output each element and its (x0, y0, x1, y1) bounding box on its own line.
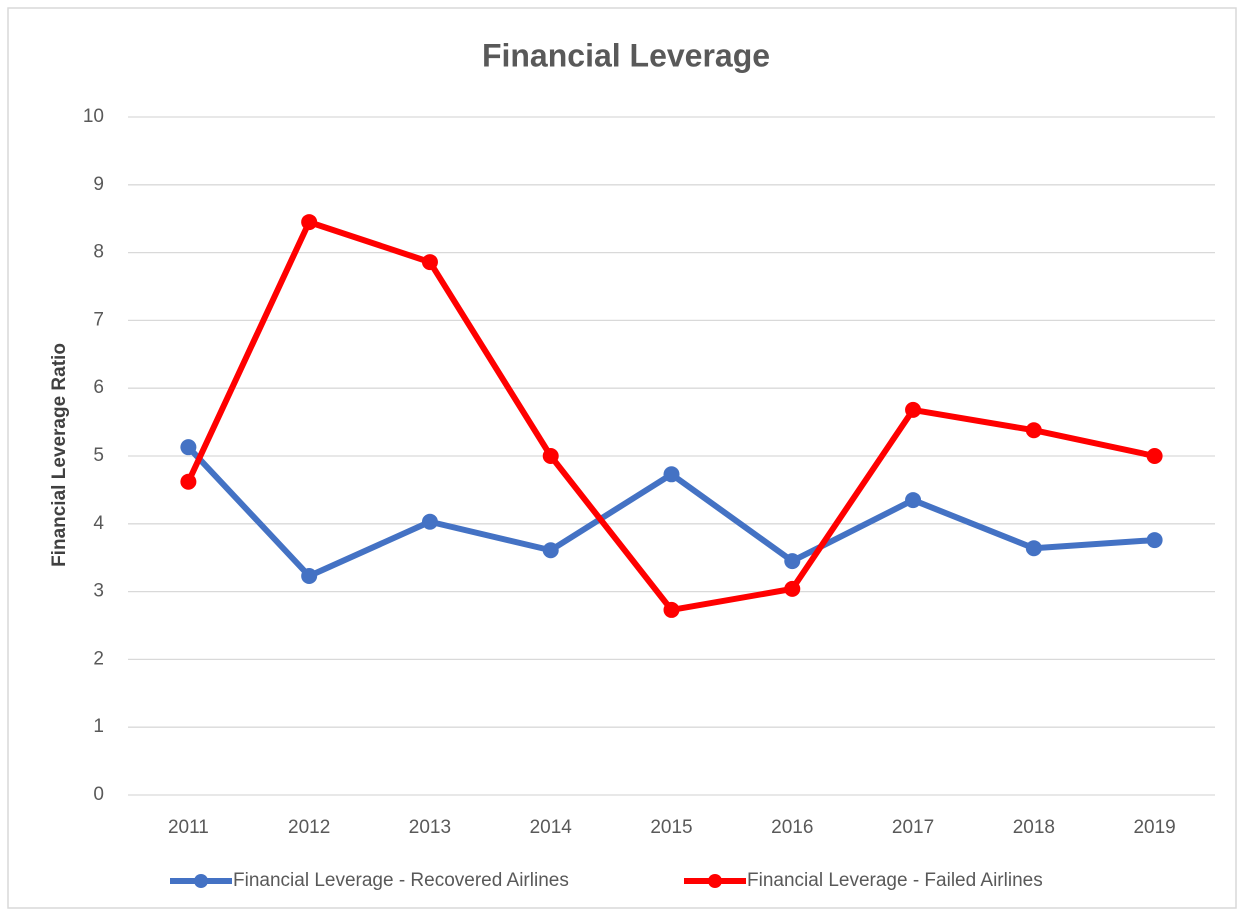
x-tick-label: 2012 (288, 817, 330, 838)
point (905, 401, 922, 418)
x-tick-label: 2011 (168, 817, 209, 838)
point (784, 553, 801, 570)
x-tick-label: 2013 (409, 817, 451, 838)
x-tick-label: 2019 (1133, 817, 1175, 838)
point (542, 448, 559, 464)
x-tick-label: 2015 (650, 817, 692, 838)
x-tick-label: 2016 (771, 817, 813, 838)
point (421, 254, 438, 271)
y-tick-label: 6 (93, 377, 104, 398)
point (542, 542, 559, 559)
point (180, 439, 197, 456)
y-tick-label: 9 (93, 174, 104, 195)
point (421, 513, 438, 530)
legend-label: Financial Leverage - Recovered Airlines (233, 870, 569, 891)
point (1146, 448, 1163, 464)
legend-marker (708, 874, 722, 888)
legend-label: Financial Leverage - Failed Airlines (747, 870, 1043, 891)
y-tick-label: 10 (83, 106, 104, 127)
y-tick-label: 1 (93, 716, 104, 737)
x-tick-label: 2014 (530, 817, 573, 838)
point (1025, 422, 1042, 439)
y-tick-label: 0 (93, 784, 104, 805)
y-tick-label: 3 (93, 581, 104, 602)
point (301, 214, 318, 231)
point (905, 492, 922, 509)
x-tick-label: 2017 (892, 817, 934, 838)
chart-title: Financial Leverage (482, 37, 770, 73)
y-tick-label: 7 (93, 309, 104, 330)
point (784, 580, 801, 597)
point (663, 601, 680, 618)
point (180, 473, 197, 490)
y-axis-label: Financial Leverage Ratio (49, 343, 70, 567)
x-tick-label: 2018 (1013, 817, 1055, 838)
y-tick-label: 2 (93, 648, 104, 669)
point (301, 568, 318, 585)
point (663, 466, 680, 483)
chart-border (7, 7, 1237, 909)
y-tick-label: 5 (93, 445, 104, 466)
y-tick-label: 4 (93, 513, 104, 534)
y-tick-label: 8 (93, 242, 104, 263)
point (1025, 540, 1042, 557)
legend-marker (194, 874, 208, 888)
point (1146, 532, 1163, 549)
